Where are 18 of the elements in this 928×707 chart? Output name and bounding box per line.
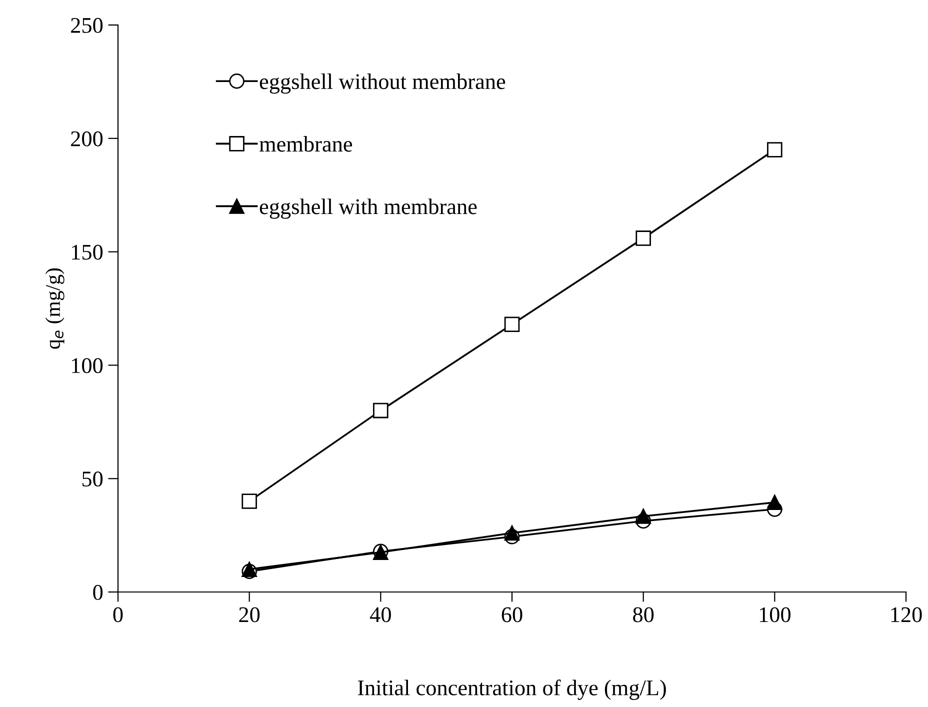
y-tick-label: 150 <box>72 244 103 260</box>
x-tick-label: 100 <box>760 607 790 622</box>
y-tick-label: 200 <box>71 131 103 146</box>
x-tick-label: 20 <box>239 607 260 622</box>
y-tick-label: 250 <box>71 18 103 33</box>
y-tick-label: 50 <box>82 472 103 487</box>
legend-label: eggshell without membrane <box>260 73 506 94</box>
x-tick-label: 60 <box>502 607 522 622</box>
legend-label: membrane <box>259 136 352 152</box>
y-tick-label: 0 <box>93 584 103 600</box>
x-tick-label: 0 <box>113 607 123 622</box>
x-axis-title: Initial concentration of dye (mg/L) <box>358 680 666 700</box>
x-tick-label: 120 <box>891 607 922 622</box>
y-axis-title: q$_{e}$ (mg/g) <box>45 268 64 349</box>
legend-label: eggshell with membrane <box>260 198 477 219</box>
x-tick-label: 80 <box>633 607 654 622</box>
y-tick-label: 100 <box>72 358 103 374</box>
x-tick-label: 40 <box>370 607 391 622</box>
